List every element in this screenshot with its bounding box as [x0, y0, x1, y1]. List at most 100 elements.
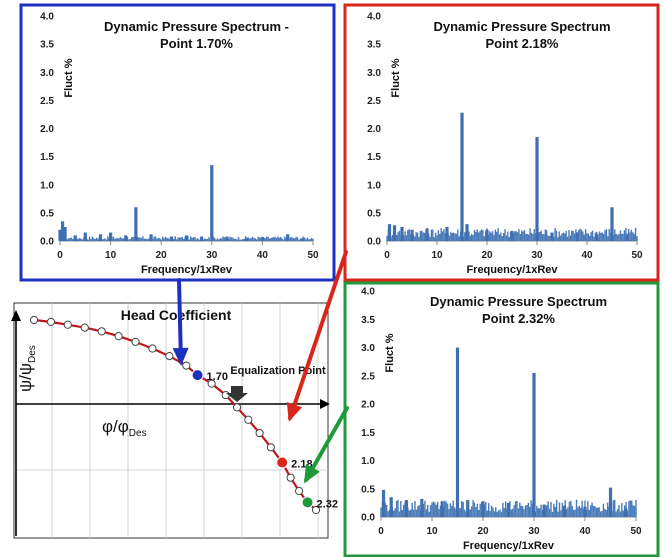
- spectrum-noise-bar: [587, 501, 589, 517]
- spectrum-noise-bar: [501, 236, 503, 241]
- spectrum-noise-bar: [516, 232, 519, 241]
- spectrum-noise-bar: [519, 233, 522, 241]
- spectrum-noise-bar: [163, 238, 165, 241]
- spectrum-noise-bar: [142, 236, 144, 241]
- spectrum-noise-bar: [632, 505, 634, 517]
- x-axis-label: Frequency/1xRev: [463, 540, 555, 552]
- y-tick-label: 1.5: [361, 428, 375, 439]
- spectrum-noise-bar: [153, 236, 155, 241]
- spectrum-bar: [420, 498, 424, 517]
- spectrum-noise-bar: [181, 236, 183, 241]
- spectrum-noise-bar: [242, 239, 244, 241]
- spectrum-noise-bar: [591, 502, 593, 517]
- spectrum-noise-bar: [608, 229, 610, 241]
- spectrum-noise-bar: [415, 509, 418, 517]
- spectrum-noise-bar: [272, 237, 275, 241]
- spectrum-noise-bar: [419, 230, 422, 241]
- spectrum-noise-bar: [540, 504, 542, 517]
- spectrum-bar: [63, 226, 67, 241]
- spectrum-bar: [210, 165, 214, 241]
- spectrum-noise-bar: [469, 235, 472, 241]
- spectrum-bar: [73, 235, 77, 241]
- x-tick-label: 10: [431, 250, 443, 261]
- spectrum-noise-bar: [173, 238, 175, 241]
- spectrum-noise-bar: [470, 506, 473, 517]
- spectrum-noise-bar: [223, 237, 226, 241]
- spectrum-noise-bar: [174, 236, 176, 241]
- spectrum-noise-bar: [78, 237, 81, 241]
- spectrum-noise-bar: [425, 509, 428, 517]
- spectrum-noise-bar: [295, 236, 297, 241]
- spectrum-noise-bar: [490, 232, 492, 241]
- spectrum-noise-bar: [194, 236, 196, 241]
- spectrum-bar: [575, 233, 579, 241]
- spectrum-noise-bar: [572, 509, 575, 517]
- spectrum-bar: [381, 489, 386, 517]
- curve-point: [255, 428, 264, 438]
- x-axis-label-sub: Des: [129, 428, 147, 439]
- spectrum-noise-bar: [504, 229, 506, 241]
- spectrum-noise-bar: [499, 509, 501, 517]
- curve-point: [207, 379, 216, 388]
- spectrum-noise-bar: [206, 238, 209, 241]
- spectrum-noise-bar: [112, 236, 115, 241]
- spectrum-noise-bar: [582, 231, 584, 241]
- spectrum-noise-bar: [264, 238, 266, 241]
- spectrum-noise-bar: [434, 232, 437, 241]
- y-axis-label: Fluct %: [63, 58, 75, 97]
- spectrum-noise-bar: [496, 231, 498, 241]
- spectrum-noise-bar: [292, 238, 295, 241]
- x-tick-label: 30: [206, 250, 218, 261]
- spectrum-noise-bar: [278, 237, 280, 241]
- spectrum-noise-bar: [483, 236, 485, 241]
- panel-frame: [343, 3, 660, 282]
- spectrum-noise-bar: [530, 500, 532, 517]
- spectrum-noise-bar: [491, 231, 494, 241]
- spectrum-noise-bar: [541, 234, 544, 241]
- spectrum-noise-bar: [571, 230, 573, 241]
- spectrum-noise-bar: [450, 232, 452, 241]
- spectrum-noise-bar: [107, 236, 109, 241]
- spectrum-bar: [286, 234, 290, 241]
- x-tick-label: 20: [481, 250, 493, 261]
- spectrum-noise-bar: [581, 500, 583, 517]
- spectrum-noise-bar: [188, 239, 191, 241]
- spectrum-noise-bar: [540, 230, 542, 241]
- spectrum-bar: [610, 207, 614, 241]
- spectrum-noise-bar: [296, 237, 299, 241]
- spectrum-noise-bar: [239, 239, 241, 241]
- spectrum-noise-bar: [386, 235, 388, 241]
- spectrum-noise-bar: [408, 229, 410, 241]
- spectrum-noise-bar: [492, 507, 494, 517]
- spectrum-noise-bar: [279, 237, 282, 241]
- spectrum-noise-bar: [594, 506, 596, 517]
- spectrum-noise-bar: [469, 509, 471, 517]
- spectrum-noise-bar: [590, 231, 592, 241]
- x-tick-label: 50: [307, 250, 319, 261]
- x-tick-label: 10: [105, 250, 117, 261]
- spectrum-noise-bar: [416, 232, 419, 241]
- spectrum-noise-bar: [463, 509, 466, 517]
- spectrum-noise-bar: [147, 238, 150, 241]
- spectrum-noise-bar: [584, 228, 587, 241]
- x-tick-label: 40: [257, 250, 269, 261]
- spectrum-noise-bar: [607, 236, 609, 241]
- spectrum-bar: [109, 232, 113, 241]
- y-axis-label: Fluct %: [384, 333, 396, 372]
- spectrum-bar: [563, 505, 567, 517]
- spectrum-noise-bar: [81, 239, 84, 241]
- spectrum-noise-bar: [602, 503, 605, 517]
- spectrum-noise-bar: [215, 239, 217, 241]
- spectrum-noise-bar: [507, 231, 509, 241]
- spectrum-noise-bar: [472, 500, 474, 517]
- spectrum-noise-bar: [227, 238, 230, 241]
- spectrum-bar: [389, 497, 393, 517]
- spectrum-noise-bar: [538, 508, 541, 517]
- spectrum-noise-bar: [555, 230, 558, 241]
- spectrum-noise-bar: [130, 237, 133, 241]
- spectrum-noise-bar: [421, 230, 423, 241]
- spectrum-noise-bar: [475, 231, 477, 241]
- spectrum-noise-bar: [560, 510, 562, 517]
- spectrum-noise-bar: [410, 509, 412, 517]
- y-axis-label: ψ/ψDes: [16, 345, 38, 392]
